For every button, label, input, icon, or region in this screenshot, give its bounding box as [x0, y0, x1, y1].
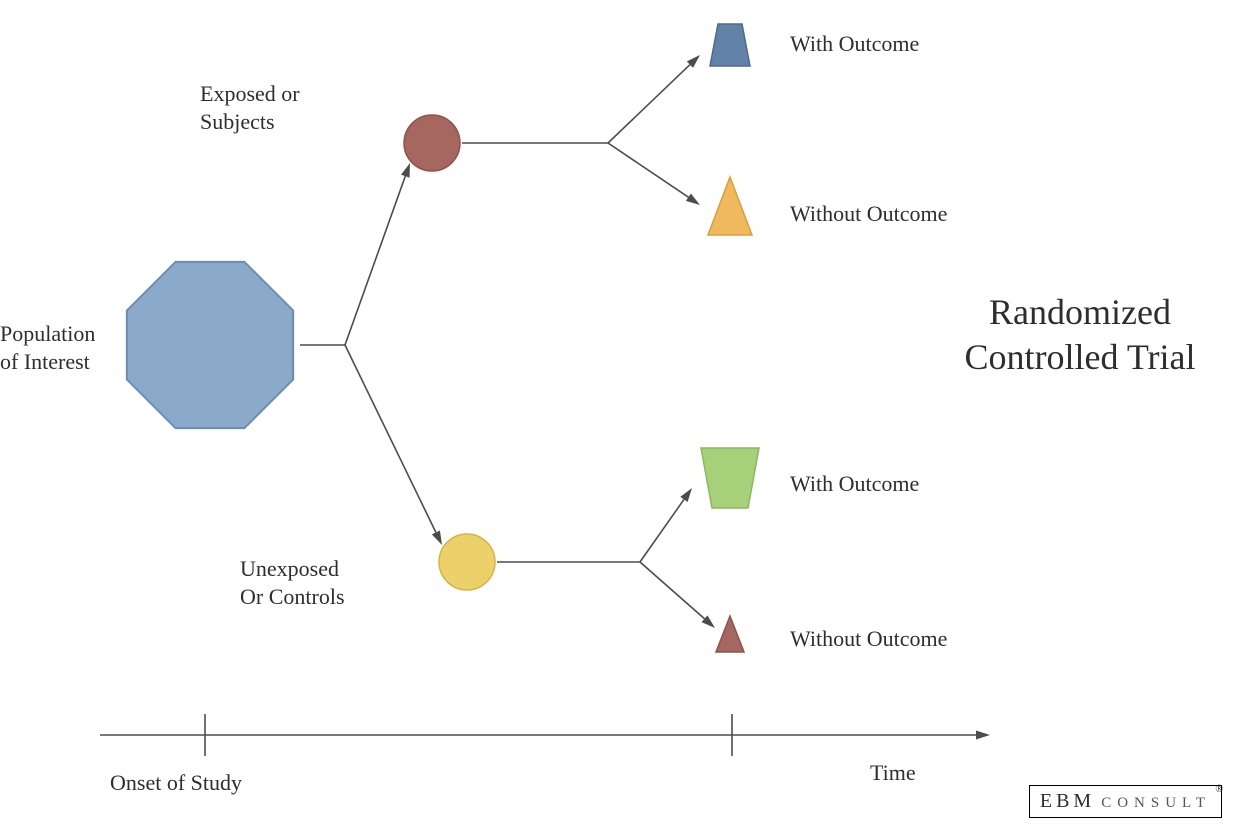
- unexposed-label: UnexposedOr Controls: [240, 555, 345, 610]
- exposed-label: Exposed orSubjects: [200, 80, 300, 135]
- unexposed-with-outcome-label: With Outcome: [790, 470, 919, 498]
- population-octagon: [127, 262, 293, 428]
- exposed-with-outcome-label: With Outcome: [790, 30, 919, 58]
- exposed-circle: [404, 115, 460, 171]
- logo-text-consult: CONSULT: [1101, 795, 1211, 811]
- population-label: Populationof Interest: [0, 320, 125, 375]
- logo-text-ebm: EBM: [1040, 790, 1095, 812]
- diagram-title: Randomized Controlled Trial: [950, 290, 1210, 380]
- unexposed-circle: [439, 534, 495, 590]
- timeline-time-label: Time: [870, 760, 916, 786]
- unexposed-without-outcome-shape: [716, 616, 744, 652]
- timeline-onset-label: Onset of Study: [110, 770, 242, 796]
- registered-icon: ®: [1215, 784, 1223, 795]
- exposed-without-outcome-label: Without Outcome: [790, 200, 947, 228]
- logo-badge: EBM CONSULT ®: [1029, 785, 1222, 818]
- unexposed-with-outcome-shape: [701, 448, 759, 508]
- unexposed-without-outcome-label: Without Outcome: [790, 625, 947, 653]
- exposed-with-outcome-shape: [710, 24, 750, 66]
- exposed-without-outcome-shape: [708, 177, 752, 235]
- diagram-canvas: [0, 0, 1234, 830]
